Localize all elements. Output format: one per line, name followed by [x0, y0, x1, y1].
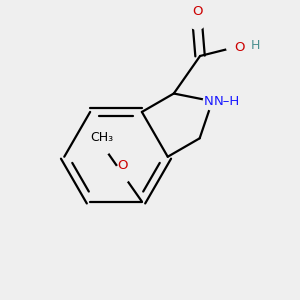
Circle shape — [113, 165, 131, 183]
Circle shape — [94, 137, 112, 155]
Text: H: H — [251, 39, 260, 52]
Text: O: O — [117, 159, 128, 172]
Text: N–H: N–H — [214, 95, 240, 108]
Circle shape — [227, 38, 244, 56]
Text: O: O — [234, 40, 244, 54]
Circle shape — [203, 92, 221, 110]
Text: N: N — [204, 95, 214, 108]
Circle shape — [188, 12, 206, 29]
Text: O: O — [192, 4, 202, 18]
Text: CH₃: CH₃ — [90, 131, 113, 144]
